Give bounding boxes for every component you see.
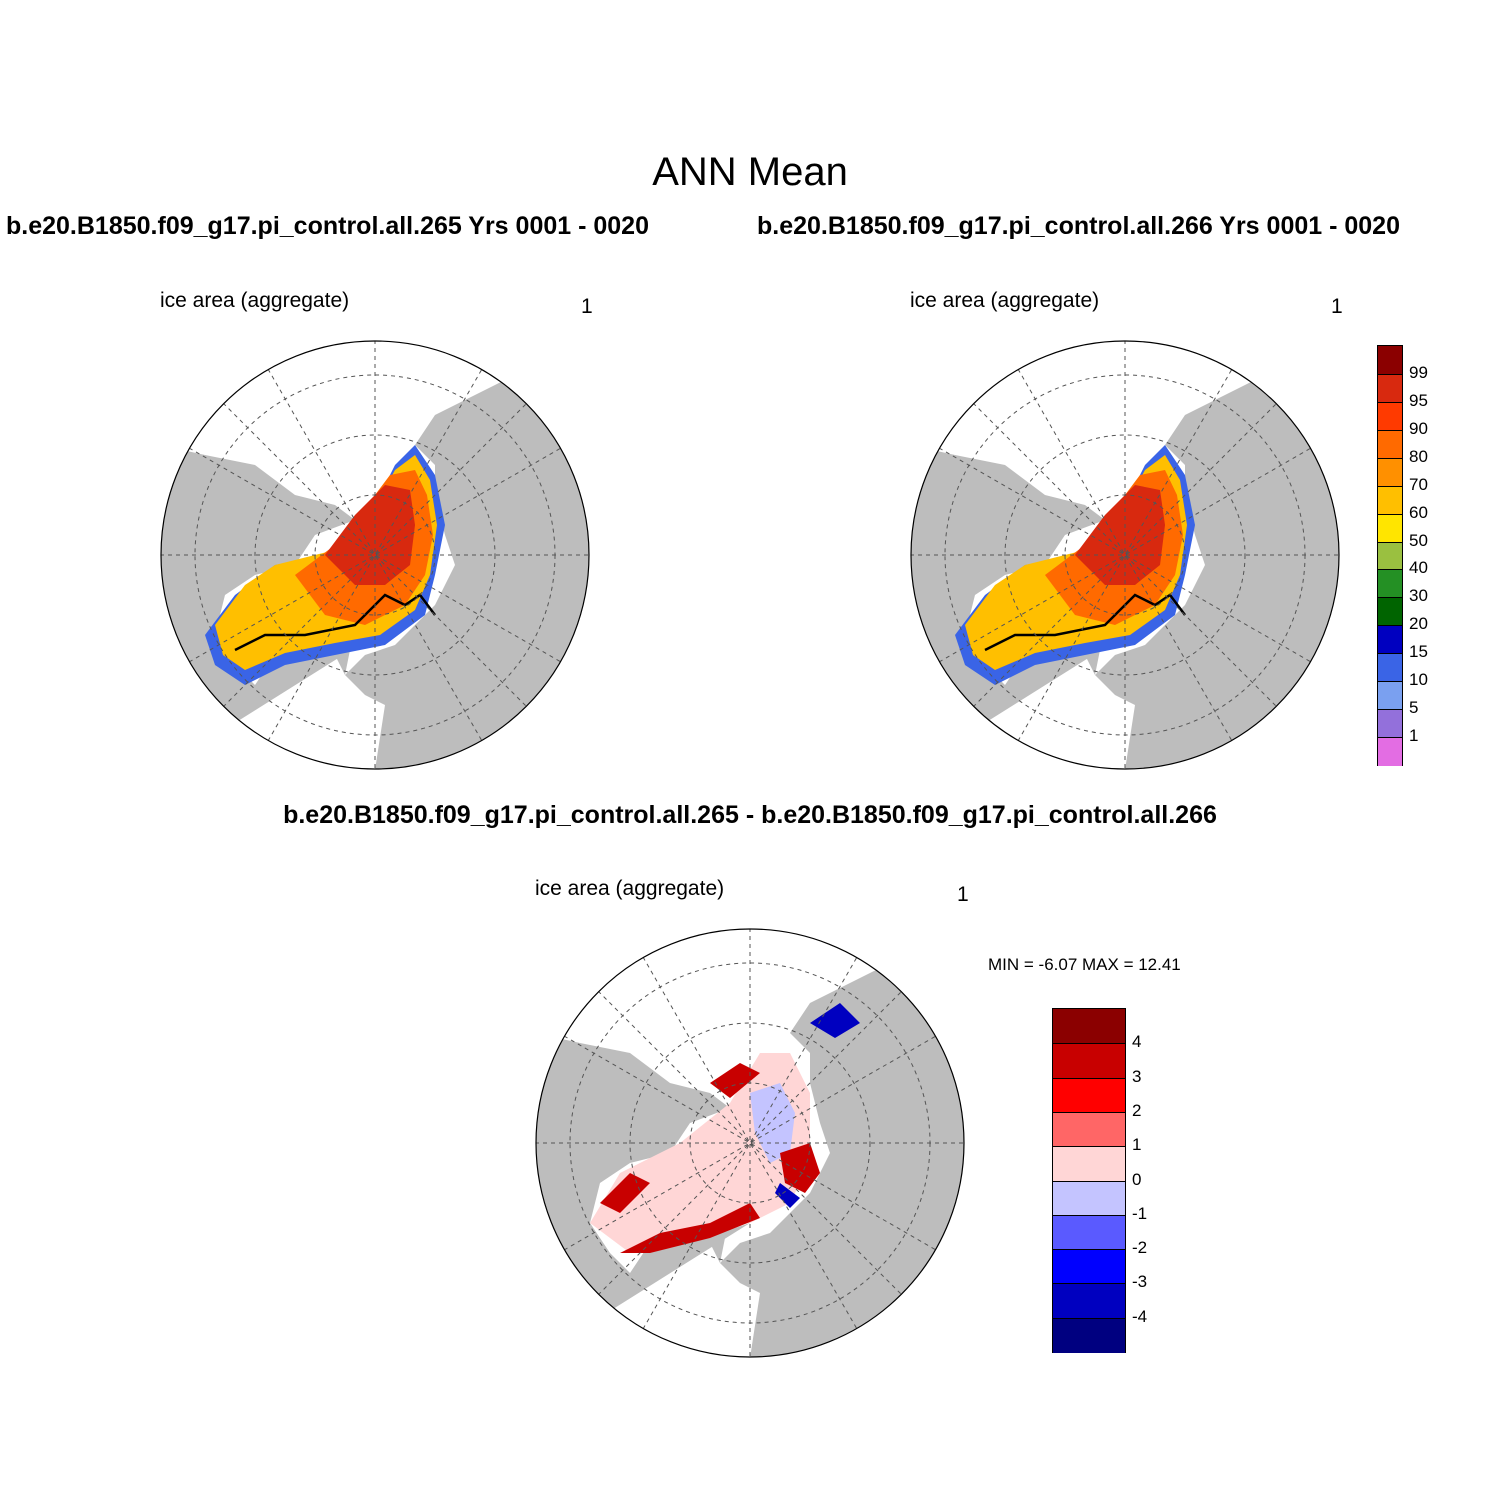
- colorbar-main-swatch: [1378, 737, 1402, 766]
- map-panel-left: [160, 340, 590, 770]
- map-panel-difference: [535, 928, 965, 1358]
- colorbar-diff-swatch: [1053, 1214, 1125, 1251]
- colorbar-diff-tick-label: 1: [1132, 1135, 1142, 1155]
- land-north-america: [911, 445, 1125, 769]
- colorbar-main-tick-label: 5: [1409, 698, 1419, 718]
- colorbar-diff-swatch: [1053, 1249, 1125, 1285]
- land-north-america: [161, 445, 375, 769]
- colorbar-main-tick-label: 10: [1409, 670, 1428, 690]
- colorbar-main-swatch: [1378, 625, 1402, 655]
- min-max-label: MIN = -6.07 MAX = 12.41: [988, 955, 1181, 974]
- case-title-left: b.e20.B1850.f09_g17.pi_control.all.265 Y…: [6, 212, 649, 240]
- map-panel-right: [910, 340, 1340, 770]
- ice-95-99: [325, 485, 415, 585]
- variable-label-left: ice area (aggregate): [160, 289, 350, 312]
- difference-title: b.e20.B1850.f09_g17.pi_control.all.265 -…: [283, 801, 1217, 829]
- colorbar-main-swatch: [1378, 457, 1402, 487]
- colorbar-diff-tick-label: -2: [1132, 1238, 1148, 1258]
- colorbar-diff-swatch: [1053, 1146, 1125, 1182]
- case-title-right: b.e20.B1850.f09_g17.pi_control.all.266 Y…: [757, 212, 1400, 240]
- variable-label-diff: ice area (aggregate): [535, 877, 725, 900]
- colorbar-main-swatch: [1378, 569, 1402, 599]
- colorbar-main: [1377, 345, 1403, 766]
- ice-contour-line: [984, 593, 1186, 652]
- page-title: ANN Mean: [652, 150, 848, 194]
- colorbar-main-tick-label: 20: [1409, 614, 1428, 634]
- colorbar-main-swatch: [1378, 485, 1402, 515]
- colorbar-main-tick-label: 99: [1409, 362, 1428, 382]
- colorbar-diff-swatch: [1053, 1009, 1125, 1044]
- colorbar-diff-swatch: [1053, 1180, 1125, 1216]
- colorbar-diff-tick-label: 3: [1132, 1066, 1142, 1086]
- colorbar-main-swatch: [1378, 429, 1402, 459]
- colorbar-diff-tick-label: 2: [1132, 1100, 1142, 1120]
- colorbar-diff-swatch: [1053, 1077, 1125, 1113]
- units-label-right: 1: [1331, 295, 1343, 318]
- colorbar-main-swatch: [1378, 653, 1402, 683]
- colorbar-main-tick-label: 60: [1409, 502, 1428, 522]
- colorbar-main-swatch: [1378, 541, 1402, 571]
- colorbar-main-tick-label: 15: [1409, 642, 1428, 662]
- colorbar-main-tick-label: 1: [1409, 726, 1419, 746]
- colorbar-main-swatch: [1378, 373, 1402, 403]
- colorbar-main-swatch: [1378, 681, 1402, 711]
- colorbar-diff-tick-label: 0: [1132, 1169, 1142, 1189]
- colorbar-main-swatch: [1378, 597, 1402, 627]
- colorbar-diff-swatch: [1053, 1317, 1125, 1353]
- colorbar-diff-tick-label: -4: [1132, 1306, 1148, 1326]
- ice-95-99: [1075, 485, 1165, 585]
- colorbar-main-swatch: [1378, 401, 1402, 431]
- colorbar-main-swatch: [1378, 346, 1402, 374]
- diff-negative-high: [775, 1003, 860, 1208]
- land-north-america: [536, 1033, 750, 1357]
- units-label-diff: 1: [957, 883, 969, 906]
- colorbar-diff-swatch: [1053, 1043, 1125, 1079]
- variable-label-right: ice area (aggregate): [910, 289, 1100, 312]
- colorbar-diff-tick-label: -3: [1132, 1272, 1148, 1292]
- colorbar-diff-swatch: [1053, 1111, 1125, 1148]
- colorbar-main-tick-label: 70: [1409, 474, 1428, 494]
- colorbar-main-tick-label: 50: [1409, 530, 1428, 550]
- colorbar-main-swatch: [1378, 513, 1402, 543]
- units-label-left: 1: [581, 295, 593, 318]
- colorbar-main-tick-label: 95: [1409, 390, 1428, 410]
- colorbar-main-tick-label: 40: [1409, 558, 1428, 578]
- colorbar-main-tick-label: 80: [1409, 446, 1428, 466]
- colorbar-diff-swatch: [1053, 1283, 1125, 1319]
- colorbar-diff-tick-label: -1: [1132, 1203, 1148, 1223]
- colorbar-main-tick-label: 90: [1409, 418, 1428, 438]
- colorbar-main-tick-label: 30: [1409, 586, 1428, 606]
- colorbar-diff-tick-label: 4: [1132, 1032, 1142, 1052]
- colorbar-difference: [1052, 1008, 1126, 1353]
- colorbar-main-swatch: [1378, 709, 1402, 739]
- ice-contour-line: [234, 593, 436, 652]
